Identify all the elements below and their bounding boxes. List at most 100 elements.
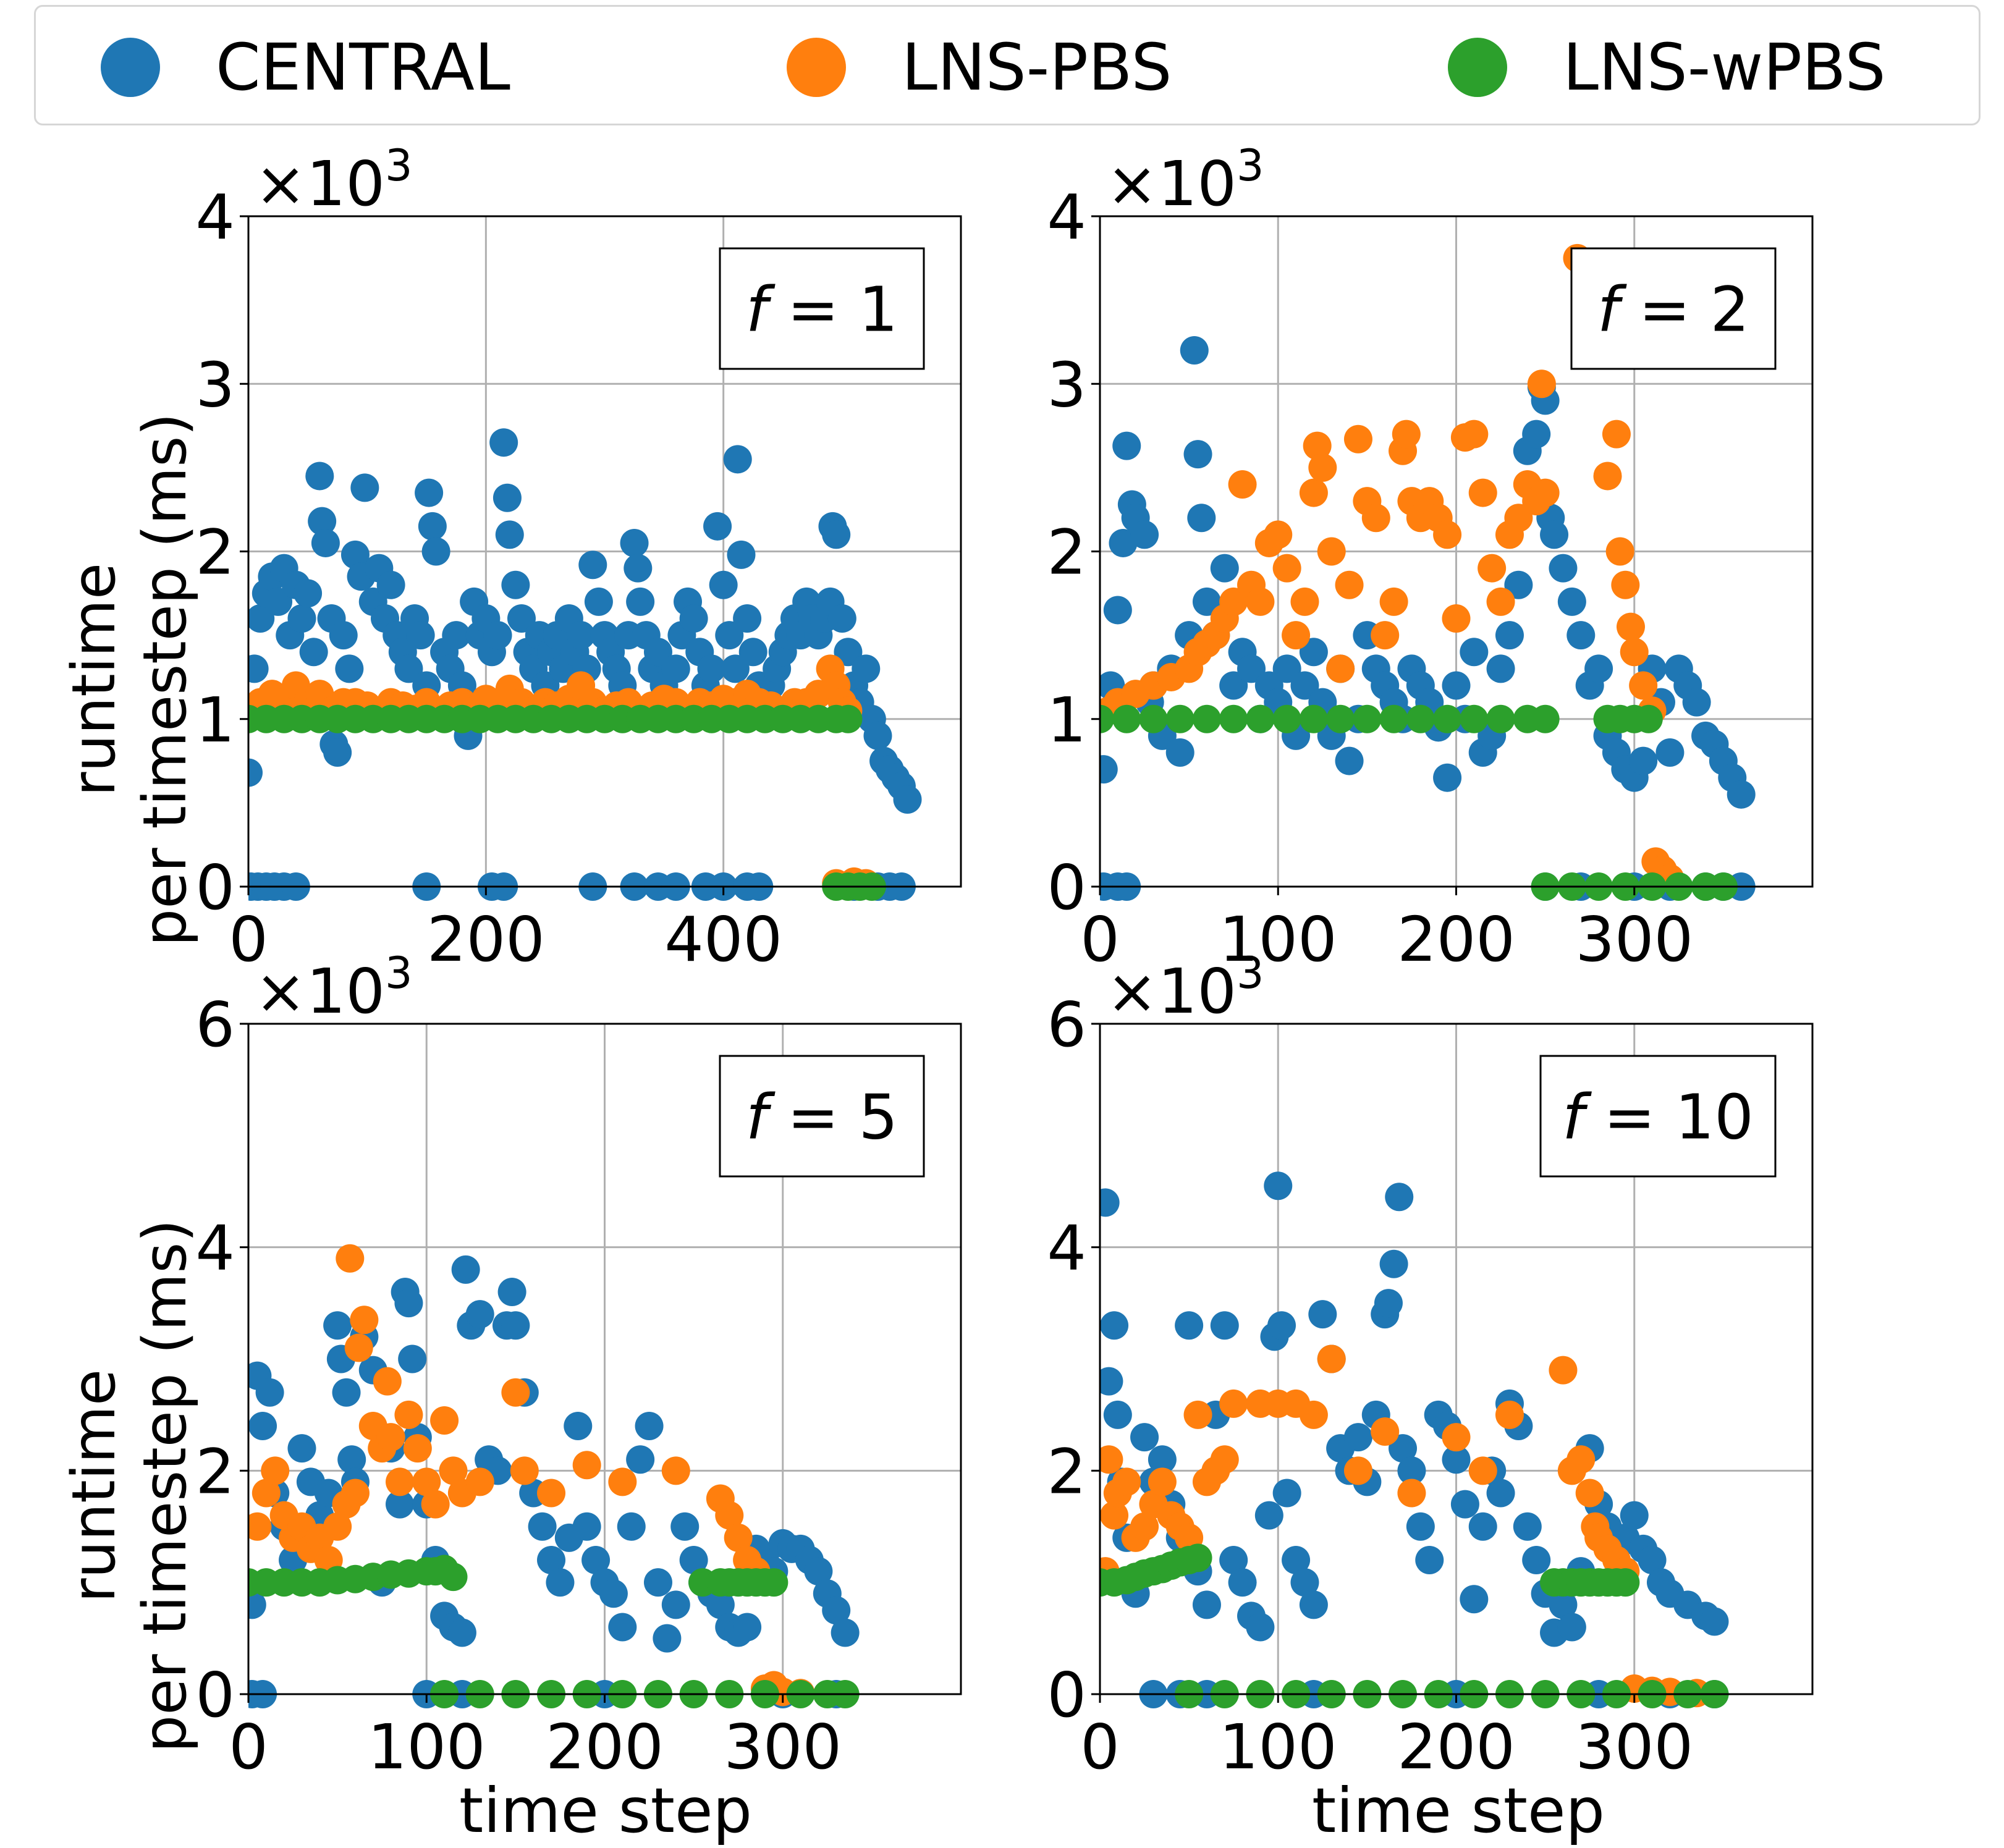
point-lns-pbs [608,1467,637,1496]
subplot-1: 0 200 400 0 1 2 3 4 ×103 f = 1 [195,140,962,976]
point-lns-pbs [403,1434,432,1463]
x-tick-label: 300 [1575,903,1693,976]
point-lns-pbs [1566,1445,1596,1474]
point-central [1460,1585,1489,1614]
point-central [804,1557,833,1586]
point-lns-pbs [1442,1423,1471,1452]
point-lns-pbs [1210,1445,1239,1474]
y-multiplier-exponent: 3 [385,948,413,998]
point-central [335,654,364,683]
point-lns-pbs [572,1451,601,1480]
point-central [1264,1171,1293,1200]
subplot-3: 0 100 200 300 0 2 4 6 ×103 f = 5 [195,948,962,1783]
point-lns-pbs [1100,1445,1123,1474]
point-central [703,512,732,541]
point-lns-pbs [1100,1501,1129,1530]
point-lns-pbs [1575,1479,1604,1508]
y-tick-label: 6 [195,989,235,1061]
point-lns-pbs [1282,621,1311,650]
point-lns-pbs [1527,369,1556,399]
y-multiplier-exponent: 3 [1237,140,1264,191]
point-central [584,587,613,616]
y-tick-label: 0 [195,851,235,924]
annotation-text: f = 5 [746,1081,898,1154]
point-central [706,1590,735,1619]
y-tick-label: 2 [1047,1435,1086,1508]
point-lns-wpbs [1326,704,1355,733]
point-central [501,1311,530,1340]
point-central [1442,671,1471,700]
point-central [1246,1613,1275,1642]
y-multiplier-exponent: 3 [1237,948,1264,998]
point-lns-pbs [1371,1417,1400,1446]
point-central [1513,1512,1542,1541]
subplot-2: 0 100 200 300 0 1 2 3 4 ×103 f = 2 [1047,140,1814,976]
point-central [493,483,522,512]
point-lns-pbs [1112,1467,1141,1496]
point-central [1210,554,1239,583]
point-lns-pbs [1605,537,1634,566]
point-central [599,1579,628,1608]
point-central [1109,528,1138,557]
point-central [415,478,444,507]
point-lns-pbs [430,1406,459,1435]
point-central [1308,1300,1337,1329]
point-central [1549,554,1578,583]
point-central [715,621,744,650]
point-central [1103,596,1132,625]
point-central [1557,587,1586,616]
ylabel-bottom-line1: runtime [59,1369,129,1603]
point-central [248,1590,266,1619]
point-central [394,1289,423,1318]
point-central [581,1546,611,1574]
x-tick-label: 300 [1575,1711,1693,1783]
point-lns-pbs [1442,604,1471,633]
y-tick-label: 0 [1047,851,1086,924]
point-central [1100,1311,1129,1340]
point-central [418,512,447,541]
point-lns-pbs [510,1456,539,1485]
point-central [299,638,328,667]
y-tick-label: 4 [1047,181,1086,253]
point-lns-pbs [1460,420,1489,449]
point-central [294,579,323,608]
point-lns-pbs [1611,570,1640,599]
point-central [733,1613,762,1642]
point-lns-pbs [1335,570,1364,599]
annotation-text: f = 1 [746,274,898,346]
point-lns-pbs [412,1467,441,1496]
point-lns-wpbs [1192,704,1221,733]
x-tick-label: 200 [1397,1711,1515,1783]
point-central [489,428,518,457]
point-central [1299,1590,1328,1619]
point-central [661,1590,690,1619]
point-central [386,1490,415,1519]
point-lns-pbs [1290,587,1319,616]
point-central [1406,1512,1435,1541]
point-central [255,1378,284,1407]
point-lns-pbs [1183,1400,1212,1429]
annotation-value: = 2 [1619,274,1749,346]
point-central [1522,420,1551,449]
x-tick-label: 0 [229,1711,268,1783]
point-central [564,1412,593,1440]
point-central [1450,1490,1479,1519]
annotation-box [1570,247,1777,370]
point-central [1486,1479,1515,1508]
point-central [421,537,450,566]
point-lns-pbs [394,1400,423,1429]
point-central [287,604,316,633]
point-lns-wpbs [1433,704,1462,733]
point-lns-wpbs [1272,704,1301,733]
point-central [721,654,750,683]
point-lns-pbs [344,1333,373,1362]
point-central [1290,1568,1319,1597]
point-lns-pbs [715,1501,744,1530]
point-central [1183,440,1212,469]
point-central [1433,763,1462,792]
x-tick-label: 200 [427,903,545,976]
point-central [1175,1311,1204,1340]
y-tick-label: 2 [195,517,235,589]
point-central [323,738,352,767]
